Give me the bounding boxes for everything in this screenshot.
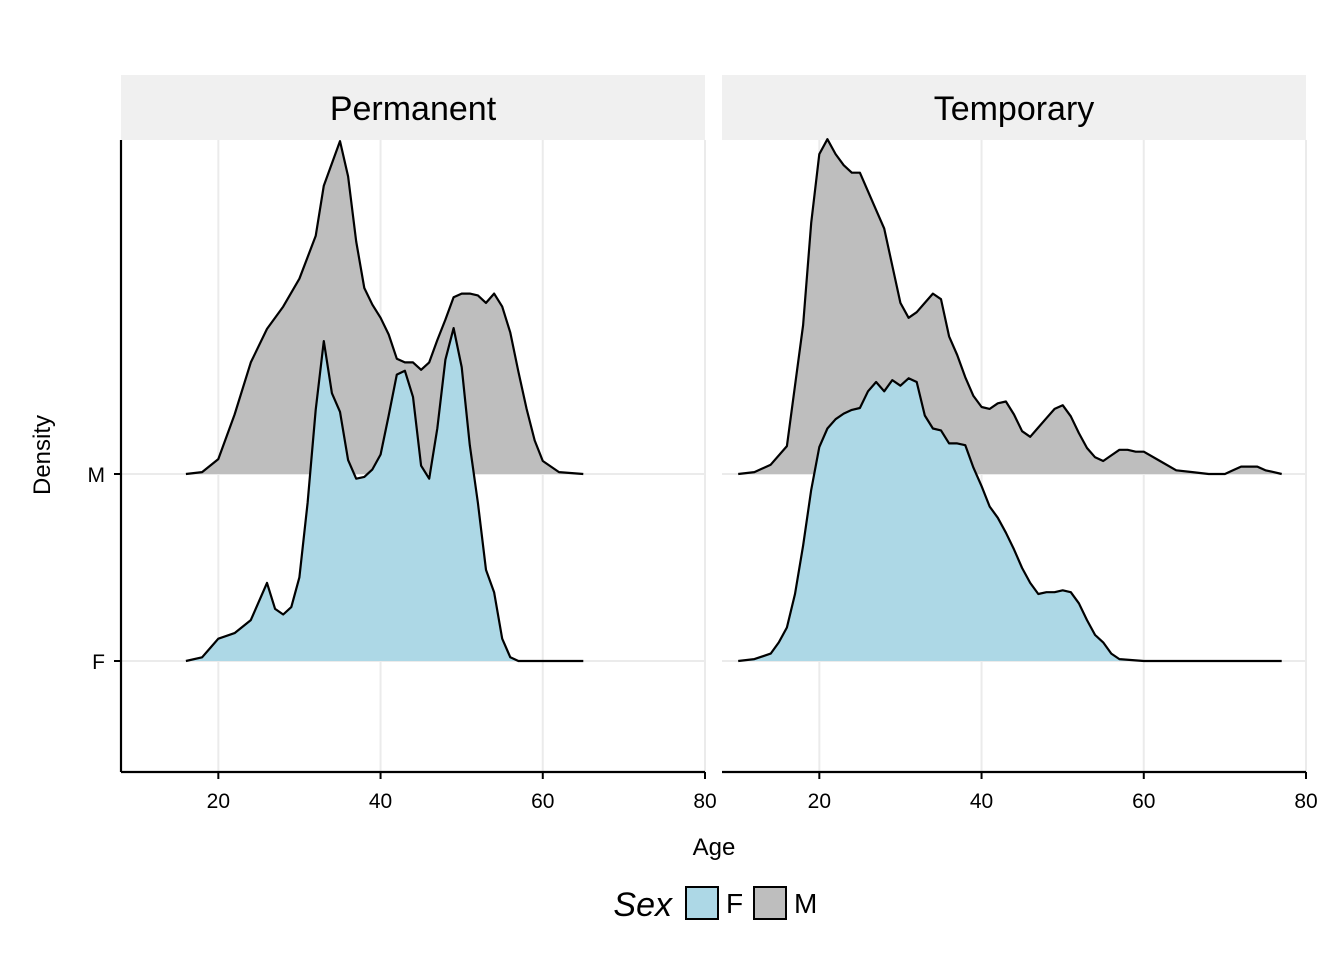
- x-axis-title: Age: [693, 834, 736, 861]
- y-axis-title: Density: [29, 415, 56, 495]
- x-tick-label: 60: [1132, 790, 1155, 813]
- ridge-area-m: [185, 141, 584, 474]
- x-tick-label: 40: [369, 790, 392, 813]
- legend-title: Sex: [613, 886, 673, 924]
- ridge-area-m: [738, 139, 1282, 474]
- panel-strip: [121, 75, 705, 140]
- y-tick-label: F: [92, 651, 105, 674]
- panel-0: Permanent 20 40 60 80 F M: [88, 75, 717, 813]
- legend-key-m: [753, 886, 787, 920]
- x-tick-label: 20: [207, 790, 230, 813]
- panel-strip: [722, 75, 1306, 140]
- ridge-line-m: [738, 138, 1282, 476]
- ridge-area-f: [185, 328, 584, 661]
- y-tick-label: M: [88, 464, 106, 487]
- x-tick-label: 80: [1294, 790, 1317, 813]
- x-tick-label: 20: [808, 790, 831, 813]
- ridge-line-m: [185, 140, 584, 476]
- x-tick-label: 60: [531, 790, 554, 813]
- legend: Sex F M: [613, 886, 817, 924]
- legend-label-f: F: [726, 888, 743, 919]
- x-tick-label: 80: [693, 790, 716, 813]
- legend-key-f: [685, 886, 719, 920]
- ridge-line-f: [738, 377, 1282, 663]
- ridge-area-f: [738, 378, 1282, 661]
- legend-label-m: M: [794, 888, 817, 919]
- panel-title: Permanent: [330, 90, 497, 128]
- panel-1: Temporary 20 40 60 80: [722, 75, 1318, 813]
- ridge-line-f: [185, 327, 584, 663]
- x-tick-label: 40: [970, 790, 993, 813]
- panel-title: Temporary: [934, 90, 1095, 128]
